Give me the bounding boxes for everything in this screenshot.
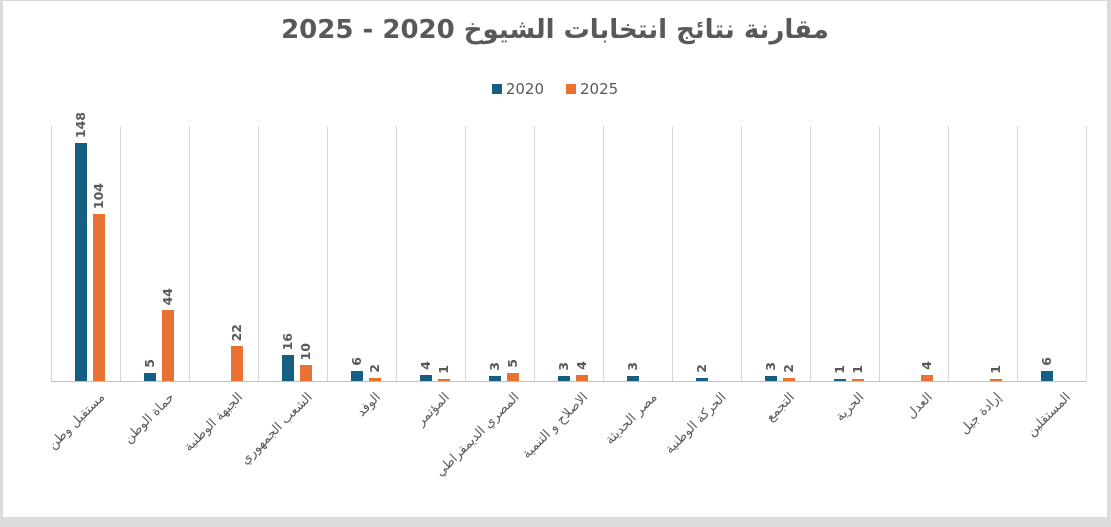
- gridline: [741, 126, 742, 381]
- category-label-5: المؤتمر: [414, 390, 454, 429]
- gridline: [465, 126, 466, 381]
- value-label-2020-9: 2: [694, 364, 709, 373]
- value-label-2020-1: 5: [142, 359, 157, 368]
- bar-2025-1: [162, 310, 174, 381]
- legend-item-2020: 2020: [491, 80, 544, 98]
- legend-item-2025: 2025: [566, 80, 618, 98]
- bar-2025-7: [576, 375, 588, 381]
- value-label-2020-5: 4: [418, 361, 433, 370]
- bar-2020-4: [351, 371, 363, 381]
- bar-2020-1: [144, 373, 156, 381]
- value-label-2025-11: 1: [850, 365, 865, 374]
- gridline: [879, 126, 880, 381]
- value-label-2025-10: 2: [781, 364, 796, 373]
- bar-2025-5: [438, 379, 450, 381]
- value-label-2020-4: 6: [349, 357, 364, 366]
- gridline: [1017, 126, 1018, 381]
- value-label-2020-3: 16: [280, 332, 295, 350]
- value-label-2025-5: 1: [436, 365, 451, 374]
- category-label-13: إرادة جيل: [957, 390, 1006, 438]
- category-label-3: الشعب الجمهوري: [237, 390, 316, 468]
- category-label-11: الحرية: [832, 390, 868, 425]
- value-label-2020-11: 1: [832, 365, 847, 374]
- bar-2025-4: [369, 378, 381, 381]
- value-label-2025-6: 5: [505, 359, 520, 368]
- gridline: [51, 126, 52, 381]
- bar-2020-9: [696, 378, 708, 381]
- value-label-2020-7: 3: [556, 362, 571, 371]
- value-label-2025-2: 22: [229, 323, 244, 341]
- legend-label-2025: 2025: [580, 80, 619, 98]
- gridline: [1086, 126, 1087, 381]
- legend: 2020 2025: [3, 80, 1107, 98]
- gridline: [810, 126, 811, 381]
- category-label-9: الحركة الوطنية: [662, 390, 730, 458]
- category-label-2: الجبهة الوطنية: [181, 390, 247, 455]
- gridline: [534, 126, 535, 381]
- bar-2025-12: [921, 375, 933, 381]
- gridline: [189, 126, 190, 381]
- category-label-0: مستقبل وطن: [45, 390, 109, 453]
- bar-2020-6: [489, 376, 501, 381]
- bar-2020-8: [627, 376, 639, 381]
- legend-label-2020: 2020: [505, 80, 544, 98]
- bar-2020-5: [420, 375, 432, 381]
- value-label-2020-14: 6: [1039, 357, 1054, 366]
- chart-container: مقارنة نتائج انتخابات الشيوخ 2020 - 2025…: [2, 0, 1108, 518]
- bar-2020-0: [75, 143, 87, 381]
- bar-2020-10: [765, 376, 777, 381]
- category-label-1: حماة الوطن: [120, 390, 178, 447]
- plot-area: 148 104 5 44 22 16 10 6 2 4 1 3 5 3 4 3 2 3 2 1 1 4 1 6: [51, 112, 1087, 382]
- value-label-2025-4: 2: [367, 364, 382, 373]
- gridline: [327, 126, 328, 381]
- bar-2025-13: [990, 379, 1002, 381]
- bar-2025-10: [783, 378, 795, 381]
- bar-2020-11: [834, 379, 846, 381]
- bar-2025-11: [852, 379, 864, 381]
- bar-2020-14: [1041, 371, 1053, 381]
- category-label-10: التجمع: [763, 390, 799, 425]
- value-label-2025-1: 44: [160, 287, 175, 305]
- category-label-4: الوفد: [354, 390, 385, 420]
- legend-swatch-2020-icon: [491, 84, 502, 94]
- value-label-2020-8: 3: [625, 362, 640, 371]
- value-label-2025-7: 4: [574, 361, 589, 370]
- category-label-8: مصر الحديثة: [602, 390, 661, 448]
- legend-swatch-2025-icon: [566, 84, 576, 94]
- chart-title: مقارنة نتائج انتخابات الشيوخ 2020 - 2025: [281, 15, 829, 45]
- gridline: [120, 126, 121, 381]
- value-label-2025-13: 1: [988, 365, 1003, 374]
- bar-2025-0: [93, 214, 105, 381]
- value-label-2020-0: 148: [73, 111, 88, 138]
- bar-2025-2: [231, 346, 243, 381]
- gridline: [396, 126, 397, 381]
- value-label-2020-10: 3: [763, 362, 778, 371]
- value-label-2025-0: 104: [91, 182, 106, 209]
- value-label-2025-3: 10: [298, 342, 313, 360]
- gridline: [672, 126, 673, 381]
- category-label-14: المستقلين: [1024, 390, 1075, 440]
- bar-2020-7: [558, 376, 570, 381]
- category-label-7: الاصلاح و التنمية: [519, 390, 592, 462]
- gridline: [603, 126, 604, 381]
- bar-2025-6: [507, 373, 519, 381]
- value-label-2020-6: 3: [487, 362, 502, 371]
- category-label-12: العدل: [904, 390, 937, 422]
- bar-2025-3: [300, 365, 312, 381]
- value-label-2025-12: 4: [919, 361, 934, 370]
- bar-2020-3: [282, 355, 294, 381]
- gridline: [258, 126, 259, 381]
- gridline: [948, 126, 949, 381]
